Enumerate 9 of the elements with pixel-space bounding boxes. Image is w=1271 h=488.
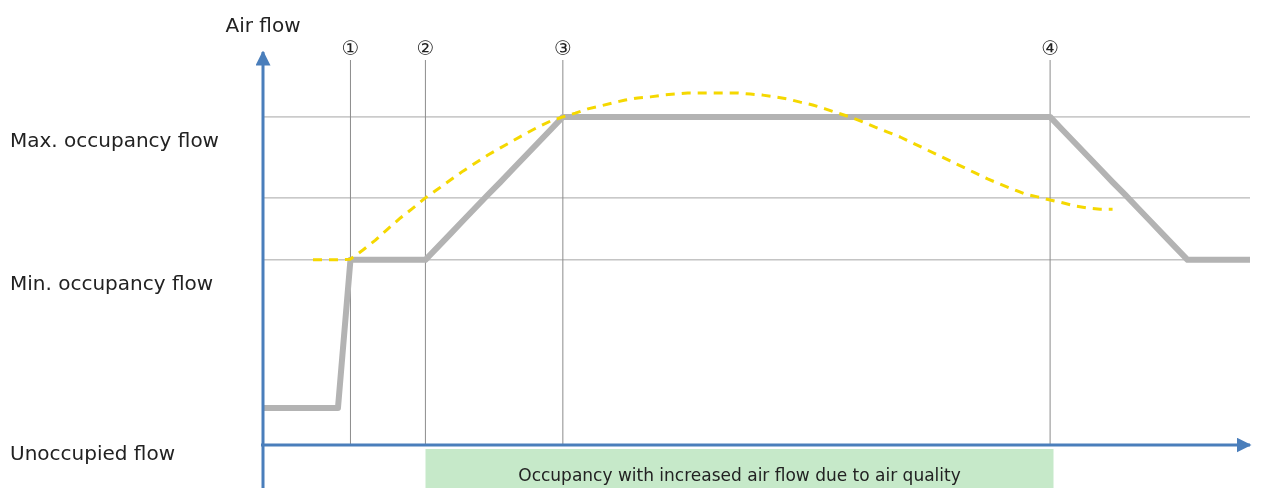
x-tick-label: ②	[416, 36, 435, 60]
text: Unoccupied flow	[10, 441, 176, 465]
x-tick-label: ④	[1041, 36, 1060, 60]
ref-line-label: Max. occupancy flow	[10, 127, 219, 152]
y-axis-title: Air flow	[225, 13, 301, 37]
ref-line-label: Min. occupancy flow	[10, 270, 214, 295]
text: Occupancy with increased air flow due to air quality	[518, 465, 961, 485]
x-tick-label: ③	[553, 36, 572, 60]
x-tick-label: ①	[341, 36, 360, 60]
